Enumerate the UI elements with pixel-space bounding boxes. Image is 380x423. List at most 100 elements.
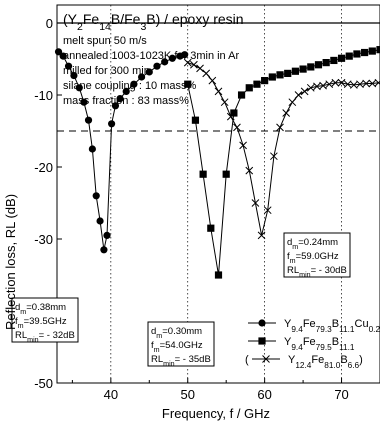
info-line: mass fraction : 83 mass%: [63, 95, 189, 107]
data-point-stroke: [239, 141, 247, 150]
data-point-stroke: [245, 166, 254, 175]
data-point: [54, 48, 63, 56]
data-point-stroke: [202, 69, 211, 78]
data-point: [276, 123, 284, 132]
series-group: [54, 46, 380, 279]
data-point: [161, 58, 169, 66]
data-point: [368, 79, 377, 88]
data-point-stroke: [368, 79, 377, 88]
data-point: [376, 46, 380, 54]
annotation-frame: [11, 297, 79, 343]
data-point-stroke: [183, 58, 192, 67]
data-point-stroke: [325, 80, 334, 89]
y-tick-label: -50: [34, 376, 53, 391]
data-point: [130, 80, 138, 88]
data-point-stroke: [208, 76, 217, 85]
data-point: [239, 141, 247, 150]
data-point-stroke: [196, 64, 204, 73]
data-point: [233, 123, 241, 132]
data-point-stroke: [282, 109, 291, 117]
data-point: [80, 98, 88, 106]
data-point: [314, 61, 323, 69]
legend: Y9.4Fe79.3B11.1Cu0.2 Y9.4Fe79.5B11.1 (Y12.…: [245, 318, 380, 370]
data-point: [257, 231, 266, 240]
annotation-rlmin: RLmin= - 35dB: [151, 354, 211, 368]
data-point: [337, 54, 346, 62]
data-point: [331, 78, 340, 87]
data-point: [64, 62, 73, 70]
x-axis-title: Frequency, f / GHz: [162, 406, 270, 421]
chart-title: (Y2Fe14B/Fe3B) / epoxy resin: [63, 11, 244, 33]
data-point: [70, 71, 78, 80]
y-tick-label: -10: [34, 88, 53, 103]
data-point-stroke: [263, 206, 272, 215]
legend-entry: (Y12.4Fe81.0B6.6): [245, 354, 363, 370]
data-point-stroke: [331, 78, 340, 87]
data-point: [291, 67, 300, 75]
data-point: [374, 78, 380, 87]
data-point: [84, 116, 93, 124]
data-point: [183, 58, 192, 67]
data-point: [313, 82, 321, 91]
data-point-stroke: [313, 82, 321, 91]
data-point: [262, 355, 270, 363]
legend-entry: Y9.4Fe79.3B11.1Cu0.2: [248, 318, 380, 334]
x-tick-label: 50: [181, 387, 195, 402]
data-point: [300, 87, 309, 96]
data-point-stroke: [270, 152, 278, 161]
data-point: [263, 206, 272, 215]
data-point: [108, 120, 116, 128]
data-point: [345, 52, 353, 60]
data-point: [208, 76, 217, 85]
data-point: [184, 80, 192, 88]
y-tick-label: 0: [46, 16, 53, 31]
data-point: [168, 54, 176, 62]
data-point: [282, 109, 291, 117]
data-point: [103, 231, 111, 239]
data-point: [214, 271, 223, 279]
series-circle: [54, 48, 189, 254]
series-cross: [183, 58, 380, 240]
series-square: [184, 46, 380, 279]
data-point-stroke: [300, 87, 309, 96]
info-line: annealed 1003-1023K for 3min in Ar: [63, 50, 239, 62]
info-line: melt spun 50 m/s: [63, 35, 147, 47]
data-point: [116, 95, 124, 103]
data-point-stroke: [214, 87, 223, 96]
legend-entry: Y9.4Fe79.5B11.1: [248, 336, 355, 352]
data-point: [245, 84, 253, 92]
annotation-frequency: fm=54.0GHz: [151, 340, 203, 354]
data-point: [202, 69, 211, 78]
data-point-stroke: [343, 80, 352, 89]
data-point: [307, 63, 315, 71]
data-point: [137, 73, 146, 81]
data-point: [253, 80, 261, 88]
data-point: [284, 69, 292, 77]
plot-frame: [56, 4, 380, 384]
data-point-stroke: [251, 199, 260, 207]
data-point: [353, 50, 361, 58]
legend-label: Y12.4Fe81.0B6.6): [288, 354, 363, 370]
info-line: milled for 300 min: [63, 65, 150, 77]
data-point: [325, 80, 334, 89]
annotation-thickness: dm=0.38mm: [15, 302, 66, 316]
data-point: [145, 68, 153, 76]
data-point-stroke: [349, 81, 358, 89]
data-point: [356, 80, 364, 89]
data-point-stroke: [306, 83, 315, 92]
data-point: [362, 79, 371, 88]
legend-label: Y9.4Fe79.3B11.1Cu0.2: [284, 318, 380, 334]
data-point: [368, 47, 376, 55]
data-point: [343, 80, 352, 89]
data-point: [226, 112, 235, 121]
data-point: [222, 170, 230, 178]
data-point: [92, 192, 100, 200]
data-point: [122, 87, 130, 95]
data-point: [111, 102, 120, 110]
data-point: [59, 52, 67, 60]
data-point-stroke: [233, 123, 241, 132]
data-point: [258, 319, 266, 327]
